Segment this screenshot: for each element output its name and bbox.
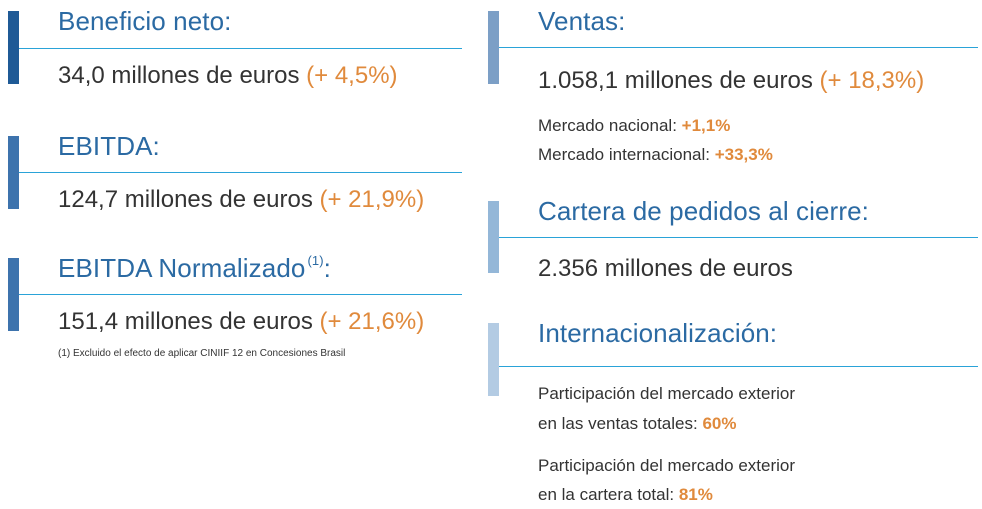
- ebitda-normalizado-value: 151,4 millones de euros: [58, 308, 313, 335]
- cartera-value: 2.356 millones de euros: [538, 255, 793, 282]
- ebitda-value: 124,7 millones de euros: [58, 186, 313, 213]
- beneficio-neto-title: Beneficio neto:: [58, 6, 232, 36]
- cartera-title: Cartera de pedidos al cierre:: [538, 196, 869, 226]
- mercado-nacional-label: Mercado nacional:: [538, 116, 677, 135]
- ebitda-normalizado-colon: :: [323, 253, 331, 283]
- mercado-internacional-value: +33,3%: [714, 145, 773, 164]
- exterior-cartera-value: 81%: [678, 485, 713, 504]
- exterior-ventas-line1: Participación del mercado exterior: [538, 384, 796, 403]
- ebitda-normalizado-title-line: EBITDA Normalizado (1):: [58, 253, 331, 283]
- mercado-internacional-label: Mercado internacional:: [538, 145, 710, 164]
- beneficio-neto-accent-bar: [8, 11, 19, 84]
- internacionalizacion-title: Internacionalización:: [538, 318, 778, 348]
- ebitda-accent-bar: [8, 136, 19, 209]
- mercado-nacional-value: +1,1%: [681, 116, 731, 135]
- exterior-cartera-line2: en la cartera total: 81%: [538, 480, 713, 509]
- ventas-accent-bar: [488, 11, 499, 84]
- cartera-rule: [499, 237, 978, 238]
- footnote: (1) Excluido el efecto de aplicar CINIIF…: [58, 348, 346, 359]
- ventas-value: 1.058,1 millones de euros: [538, 67, 813, 94]
- ebitda-title: EBITDA:: [58, 131, 160, 161]
- mercado-internacional-line: Mercado internacional: +33,3%: [538, 140, 773, 169]
- ebitda-normalizado-value-line: 151,4 millones de euros (+ 21,6%): [58, 308, 424, 336]
- internacionalizacion-rule: [499, 366, 978, 367]
- internacionalizacion-accent-bar: [488, 323, 499, 396]
- exterior-ventas-line2: en las ventas totales: 60%: [538, 409, 736, 438]
- exterior-cartera-label: en la cartera total:: [538, 485, 675, 504]
- ebitda-normalizado-rule: [19, 294, 462, 295]
- ebitda-rule: [19, 172, 462, 173]
- ebitda-normalizado-accent-bar: [8, 258, 19, 331]
- cartera-accent-bar: [488, 201, 499, 273]
- ventas-change: (+ 18,3%): [819, 67, 925, 94]
- ebitda-normalizado-title: EBITDA Normalizado: [58, 253, 306, 283]
- ebitda-value-line: 124,7 millones de euros (+ 21,9%): [58, 186, 424, 214]
- exterior-ventas-label: en las ventas totales:: [538, 414, 698, 433]
- exterior-cartera-line1: Participación del mercado exterior: [538, 456, 796, 475]
- ventas-rule: [499, 47, 978, 48]
- beneficio-neto-value: 34,0 millones de euros: [58, 62, 300, 89]
- beneficio-neto-value-line: 34,0 millones de euros (+ 4,5%): [58, 62, 398, 90]
- mercado-nacional-line: Mercado nacional: +1,1%: [538, 111, 730, 140]
- ventas-title: Ventas:: [538, 6, 626, 36]
- ebitda-change: (+ 21,9%): [319, 186, 425, 213]
- ebitda-normalizado-change: (+ 21,6%): [319, 308, 425, 335]
- beneficio-neto-rule: [19, 48, 462, 49]
- exterior-ventas-value: 60%: [702, 414, 737, 433]
- footnote-reference: (1): [307, 253, 324, 268]
- beneficio-neto-change: (+ 4,5%): [306, 62, 398, 89]
- ventas-value-line: 1.058,1 millones de euros (+ 18,3%): [538, 67, 924, 95]
